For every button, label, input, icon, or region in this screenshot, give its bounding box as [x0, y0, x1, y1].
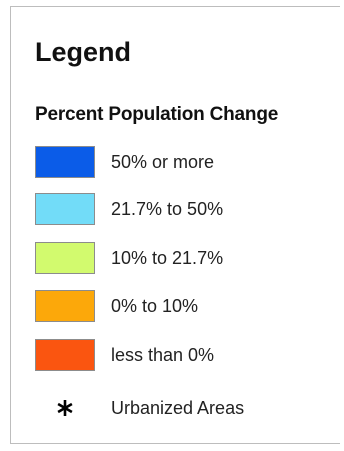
color-swatch: [35, 193, 95, 225]
legend-item-21-7-to-50: 21.7% to 50%: [35, 192, 223, 226]
legend-title: Legend: [35, 37, 132, 67]
legend-item-label: 21.7% to 50%: [111, 198, 224, 219]
legend-item-50-or-more: 50% or more: [35, 145, 214, 179]
legend-item-urbanized-areas: Urbanized Areas: [35, 391, 244, 425]
section-title: Percent Population Change: [35, 104, 279, 125]
legend-item-less-than-0: less than 0%: [35, 338, 214, 372]
color-swatch: [35, 339, 95, 371]
asterisk-icon: [35, 392, 95, 424]
legend-panel: Legend Percent Population Change 50% or …: [10, 6, 340, 444]
color-swatch: [35, 290, 95, 322]
legend-item-label: 10% to 21.7%: [111, 247, 224, 268]
color-swatch: [35, 146, 95, 178]
legend-item-label: 0% to 10%: [111, 295, 199, 316]
legend-item-label: less than 0%: [111, 344, 215, 365]
legend-item-10-to-21-7: 10% to 21.7%: [35, 241, 223, 275]
legend-item-label: 50% or more: [111, 151, 215, 172]
color-swatch: [35, 242, 95, 274]
legend-item-label: Urbanized Areas: [111, 397, 245, 418]
legend-item-0-to-10: 0% to 10%: [35, 289, 198, 323]
